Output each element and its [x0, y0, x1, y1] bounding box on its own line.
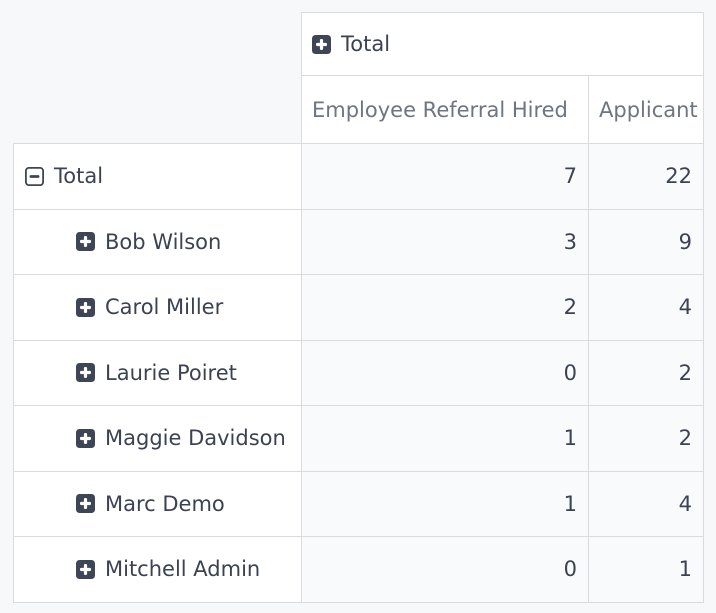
value-cell: 0	[301, 536, 589, 603]
row-header[interactable]: Carol Miller	[13, 274, 302, 341]
plus-square-icon[interactable]	[76, 494, 95, 514]
pivot-table: Total Employee Referral Hired Applicant	[13, 12, 705, 603]
value-cell: 0	[301, 339, 589, 406]
plus-square-icon[interactable]	[76, 363, 95, 383]
row-header[interactable]: Laurie Poiret	[13, 339, 302, 406]
measure-header-applicant[interactable]: Applicant	[587, 75, 705, 144]
column-group-row: Total	[14, 12, 705, 76]
row-header[interactable]: Mitchell Admin	[13, 536, 302, 603]
value-cell: 1	[587, 536, 705, 603]
row-label: Bob Wilson	[105, 229, 222, 254]
row-header[interactable]: Maggie Davidson	[13, 405, 302, 472]
value-cell: 2	[587, 339, 705, 406]
row-label: Carol Miller	[105, 295, 224, 320]
corner-spacer	[14, 76, 302, 144]
table-row: Mitchell Admin 0 1	[13, 536, 705, 603]
value-cell: 1	[301, 470, 589, 537]
corner-spacer	[14, 13, 302, 76]
plus-square-icon[interactable]	[76, 559, 95, 579]
value-cell: 22	[587, 143, 705, 210]
plus-square-icon[interactable]	[76, 232, 95, 252]
table-row: Marc Demo 1 4	[13, 470, 705, 537]
plus-square-icon[interactable]	[76, 428, 95, 448]
pivot-body: Total 7 22 Bob Wilson 3 9	[13, 143, 705, 603]
measure-header-employee-referral-hired[interactable]: Employee Referral Hired	[301, 75, 589, 144]
table-row: Carol Miller 2 4	[13, 274, 705, 341]
row-label: Laurie Poiret	[105, 360, 237, 385]
value-cell: 7	[301, 143, 589, 210]
row-label: Mitchell Admin	[105, 557, 261, 582]
minus-square-icon[interactable]	[25, 166, 44, 186]
table-row: Bob Wilson 3 9	[13, 208, 705, 275]
row-label: Marc Demo	[105, 491, 225, 516]
value-cell: 9	[587, 208, 705, 275]
column-group-label: Total	[341, 32, 391, 56]
plus-square-icon[interactable]	[76, 297, 95, 317]
value-cell: 3	[301, 208, 589, 275]
table-row: Laurie Poiret 0 2	[13, 339, 705, 406]
value-cell: 2	[301, 274, 589, 341]
measure-header-row: Employee Referral Hired Applicant	[14, 75, 705, 144]
value-cell: 4	[587, 274, 705, 341]
column-group-total[interactable]: Total	[300, 12, 705, 76]
value-cell: 1	[301, 405, 589, 472]
value-cell: 4	[587, 470, 705, 537]
row-label: Maggie Davidson	[105, 426, 286, 451]
row-header[interactable]: Total	[13, 143, 302, 210]
plus-square-icon[interactable]	[312, 34, 331, 54]
row-header[interactable]: Marc Demo	[13, 470, 302, 537]
row-label: Total	[54, 164, 104, 189]
table-row: Total 7 22	[13, 143, 705, 210]
row-header[interactable]: Bob Wilson	[13, 208, 302, 275]
value-cell: 2	[587, 405, 705, 472]
table-row: Maggie Davidson 1 2	[13, 405, 705, 472]
